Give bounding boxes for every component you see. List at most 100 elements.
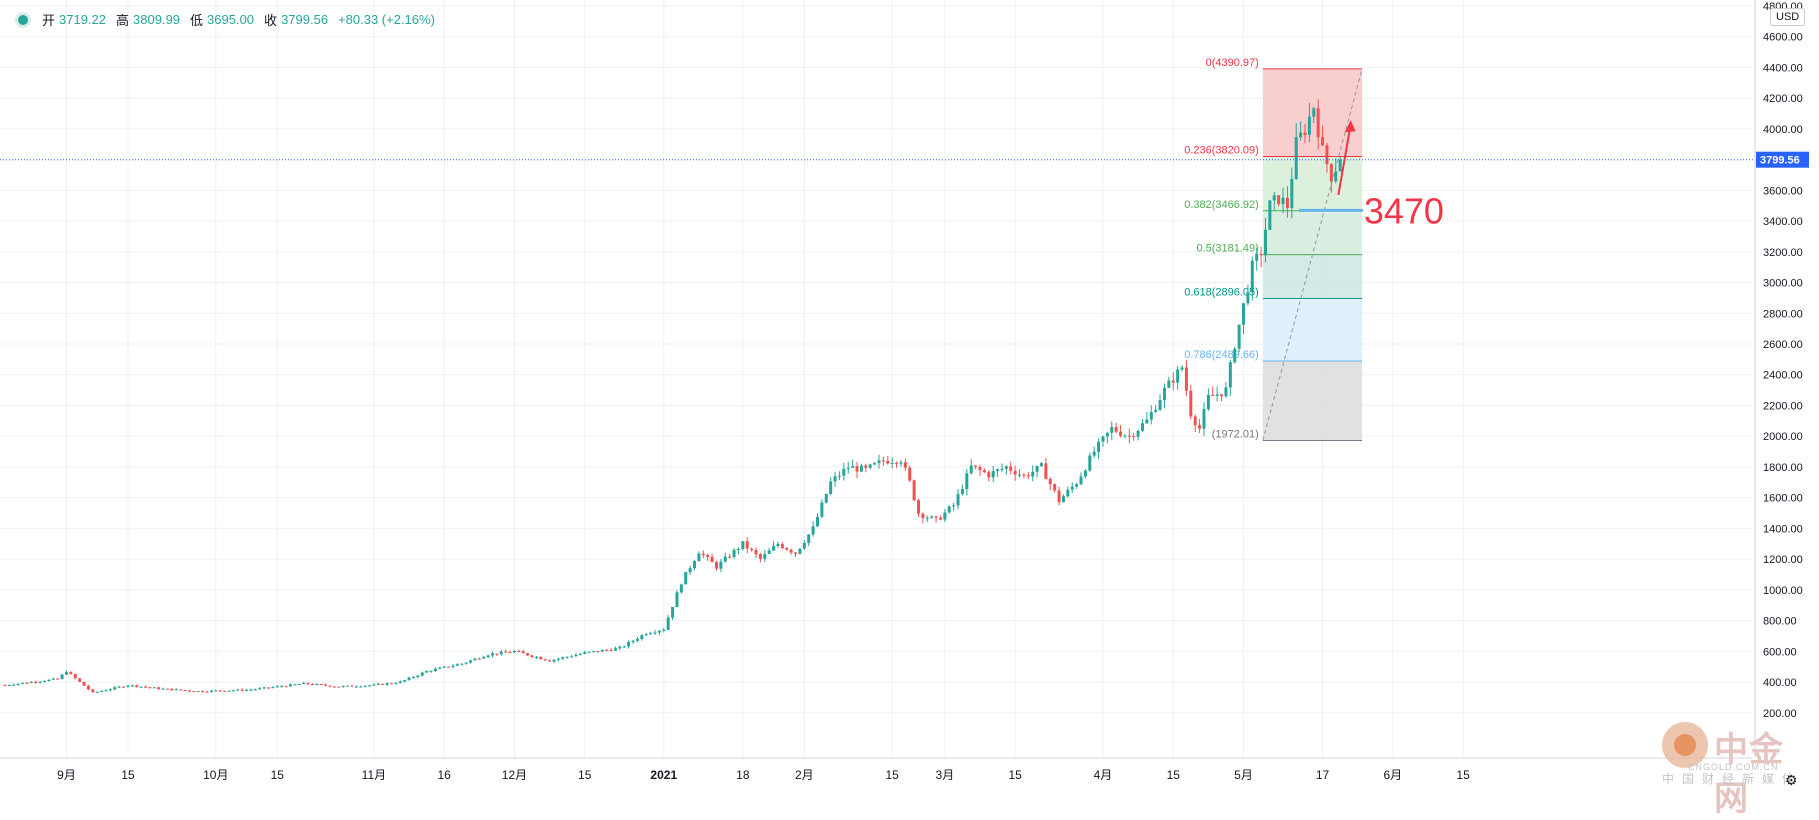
candle-body: [622, 646, 626, 648]
candle-body: [433, 668, 437, 672]
candle-body: [126, 685, 130, 687]
candle-body: [21, 682, 25, 684]
candle-body: [38, 681, 42, 683]
time-axis-tick: 12月: [502, 768, 527, 782]
candle-body: [385, 683, 389, 685]
candle-body: [824, 493, 828, 503]
candle-body: [144, 686, 148, 688]
time-axis-tick: 2021: [650, 768, 677, 782]
candle-body: [1105, 432, 1109, 437]
candle-body: [508, 652, 512, 654]
candle-body: [864, 465, 868, 468]
candle-body: [837, 475, 841, 477]
candle-body: [684, 572, 688, 585]
candle-body: [447, 666, 451, 668]
change-value: +80.33 (+2.16%): [338, 12, 435, 27]
candle-body: [758, 554, 762, 559]
candle-body: [1255, 253, 1259, 261]
time-axis-tick: 10月: [203, 768, 228, 782]
candle-body: [618, 646, 622, 649]
time-axis-tick: 9月: [57, 768, 76, 782]
candle-body: [403, 680, 407, 682]
candle-body: [723, 556, 727, 562]
candle-body: [657, 630, 661, 633]
candle-body: [350, 685, 354, 687]
price-axis-tick: 2600.00: [1763, 339, 1803, 351]
close-value: 3799.56: [281, 12, 329, 27]
candle-body: [899, 462, 903, 464]
time-axis-tick: 6月: [1383, 768, 1402, 782]
candle-body: [987, 472, 991, 478]
candle-body: [688, 568, 692, 573]
candle-body: [43, 681, 47, 683]
candle-body: [1061, 496, 1065, 503]
price-axis-tick: 4000.00: [1763, 124, 1803, 136]
candle-body: [1119, 431, 1123, 436]
price-axis-tick: 2000.00: [1763, 431, 1803, 443]
time-axis-tick: 5月: [1234, 768, 1253, 782]
candle-body: [736, 548, 740, 550]
candle-body: [719, 561, 723, 569]
candle-body: [411, 676, 415, 678]
candle-body: [236, 689, 240, 691]
price-chart[interactable]: 0(4390.97) 0.236(3820.09) 0.382(3466.92) 0.…: [0, 0, 1819, 792]
candle-body: [56, 678, 60, 680]
candle-body: [816, 516, 819, 527]
fib-zone: [1262, 210, 1363, 255]
candle-body: [846, 467, 850, 469]
candle-body: [398, 681, 402, 684]
candle-body: [1242, 303, 1246, 325]
candle-body: [548, 660, 552, 662]
candle-body: [420, 672, 424, 676]
candle-body: [253, 689, 257, 691]
candle-body: [574, 654, 578, 657]
fib-zone: [1262, 360, 1363, 441]
time-axis-tick: 4月: [1094, 768, 1113, 782]
candle-body: [1141, 423, 1144, 431]
candle-body: [1039, 463, 1043, 466]
candle-body: [789, 549, 793, 553]
candle-body: [605, 649, 609, 651]
close-label: 收: [264, 13, 278, 28]
candle-body: [1233, 348, 1237, 363]
candle-body: [675, 592, 679, 608]
candle-body: [209, 690, 213, 692]
candle-body: [381, 683, 385, 685]
candle-body: [157, 687, 161, 690]
candle-body: [1338, 159, 1342, 172]
candle-body: [1066, 489, 1070, 497]
candle-body: [1101, 436, 1105, 442]
candle-body: [328, 685, 332, 687]
candle-body: [1000, 468, 1004, 470]
candle-body: [201, 691, 205, 693]
candle-body: [666, 617, 670, 630]
candle-body: [530, 655, 534, 658]
candle-body: [179, 689, 183, 691]
candle-body: [306, 682, 310, 685]
candle-body: [543, 659, 547, 661]
candle-body: [363, 685, 367, 687]
candle-body: [1079, 476, 1083, 485]
candle-body: [275, 686, 279, 688]
currency-button[interactable]: USD: [1770, 8, 1806, 26]
candle-body: [794, 552, 798, 554]
candle-body: [297, 684, 301, 686]
candle-body: [425, 671, 429, 673]
candle-body: [925, 517, 929, 519]
candle-body: [337, 686, 341, 688]
candle-body: [341, 686, 345, 688]
candle-body: [368, 685, 372, 687]
candle-body: [73, 674, 77, 679]
candle-body: [174, 689, 178, 691]
candle-body: [187, 690, 191, 692]
candle-body: [1123, 435, 1127, 437]
candle-body: [767, 550, 771, 554]
candle-body: [1184, 367, 1188, 391]
candle-body: [802, 542, 806, 549]
annotation-3470: 3470: [1364, 190, 1444, 231]
candle-body: [389, 683, 393, 685]
candle-body: [613, 648, 617, 651]
candle-body: [583, 652, 587, 654]
candle-body: [1329, 164, 1333, 182]
settings-gear-icon[interactable]: ⚙: [1785, 772, 1798, 788]
